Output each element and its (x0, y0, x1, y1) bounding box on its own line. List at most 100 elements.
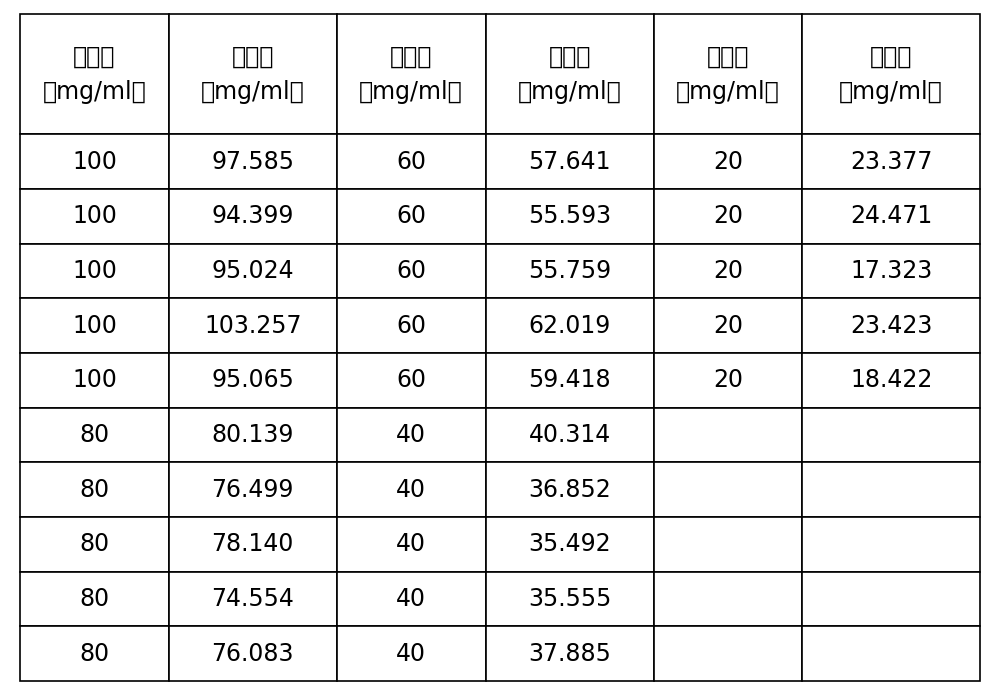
Bar (337, 572, 486, 626)
Text: 95.024: 95.024 (211, 259, 294, 283)
Bar (337, 243, 486, 298)
Bar (802, 353, 980, 408)
Text: 24.471: 24.471 (850, 204, 932, 228)
Bar (802, 572, 980, 626)
Text: 76.499: 76.499 (212, 477, 294, 502)
Text: 80: 80 (79, 641, 109, 666)
Bar (20, 408, 169, 462)
Bar (802, 408, 980, 462)
Text: 真实值
（mg/ml）: 真实值 （mg/ml） (43, 44, 146, 104)
Bar (486, 14, 654, 134)
Bar (169, 572, 337, 626)
Bar (654, 517, 802, 572)
Bar (654, 626, 802, 681)
Bar (20, 14, 169, 134)
Bar (802, 189, 980, 243)
Text: 95.065: 95.065 (211, 368, 294, 392)
Bar (654, 298, 802, 353)
Text: 100: 100 (72, 149, 117, 174)
Text: 36.852: 36.852 (528, 477, 611, 502)
Bar (654, 462, 802, 517)
Text: 80: 80 (79, 423, 109, 447)
Bar (486, 517, 654, 572)
Text: 40: 40 (396, 587, 426, 611)
Text: 74.554: 74.554 (211, 587, 294, 611)
Text: 97.585: 97.585 (211, 149, 294, 174)
Bar (337, 626, 486, 681)
Text: 103.257: 103.257 (204, 313, 302, 338)
Bar (337, 189, 486, 243)
Text: 80: 80 (79, 477, 109, 502)
Text: 100: 100 (72, 368, 117, 392)
Text: 20: 20 (713, 368, 743, 392)
Bar (169, 134, 337, 189)
Text: 预测值
（mg/ml）: 预测值 （mg/ml） (201, 44, 305, 104)
Bar (337, 408, 486, 462)
Bar (802, 134, 980, 189)
Bar (654, 572, 802, 626)
Text: 20: 20 (713, 259, 743, 283)
Bar (486, 462, 654, 517)
Bar (486, 408, 654, 462)
Bar (337, 353, 486, 408)
Bar (337, 462, 486, 517)
Bar (654, 189, 802, 243)
Text: 真实值
（mg/ml）: 真实值 （mg/ml） (676, 44, 780, 104)
Text: 预测值
（mg/ml）: 预测值 （mg/ml） (839, 44, 943, 104)
Text: 80.139: 80.139 (212, 423, 294, 447)
Text: 20: 20 (713, 313, 743, 338)
Bar (654, 243, 802, 298)
Text: 35.492: 35.492 (528, 532, 611, 557)
Text: 35.555: 35.555 (528, 587, 611, 611)
Bar (802, 517, 980, 572)
Text: 100: 100 (72, 313, 117, 338)
Bar (486, 298, 654, 353)
Bar (802, 626, 980, 681)
Bar (654, 408, 802, 462)
Bar (802, 462, 980, 517)
Bar (486, 572, 654, 626)
Text: 40: 40 (396, 423, 426, 447)
Text: 60: 60 (396, 204, 426, 228)
Text: 76.083: 76.083 (212, 641, 294, 666)
Text: 100: 100 (72, 259, 117, 283)
Bar (20, 134, 169, 189)
Text: 23.377: 23.377 (850, 149, 932, 174)
Bar (337, 134, 486, 189)
Text: 37.885: 37.885 (528, 641, 611, 666)
Text: 23.423: 23.423 (850, 313, 932, 338)
Text: 57.641: 57.641 (528, 149, 611, 174)
Bar (486, 626, 654, 681)
Bar (337, 298, 486, 353)
Text: 60: 60 (396, 149, 426, 174)
Text: 40: 40 (396, 477, 426, 502)
Text: 18.422: 18.422 (850, 368, 932, 392)
Text: 40: 40 (396, 641, 426, 666)
Text: 100: 100 (72, 204, 117, 228)
Bar (802, 14, 980, 134)
Text: 80: 80 (79, 587, 109, 611)
Bar (802, 243, 980, 298)
Bar (20, 189, 169, 243)
Bar (169, 298, 337, 353)
Bar (20, 572, 169, 626)
Bar (20, 462, 169, 517)
Bar (486, 353, 654, 408)
Bar (20, 243, 169, 298)
Bar (169, 243, 337, 298)
Bar (169, 189, 337, 243)
Text: 真实值
（mg/ml）: 真实值 （mg/ml） (359, 44, 463, 104)
Bar (654, 134, 802, 189)
Text: 60: 60 (396, 368, 426, 392)
Bar (20, 353, 169, 408)
Text: 17.323: 17.323 (850, 259, 932, 283)
Bar (654, 14, 802, 134)
Bar (20, 517, 169, 572)
Text: 40: 40 (396, 532, 426, 557)
Text: 94.399: 94.399 (212, 204, 294, 228)
Bar (486, 189, 654, 243)
Text: 20: 20 (713, 204, 743, 228)
Bar (169, 14, 337, 134)
Text: 62.019: 62.019 (528, 313, 611, 338)
Text: 59.418: 59.418 (528, 368, 611, 392)
